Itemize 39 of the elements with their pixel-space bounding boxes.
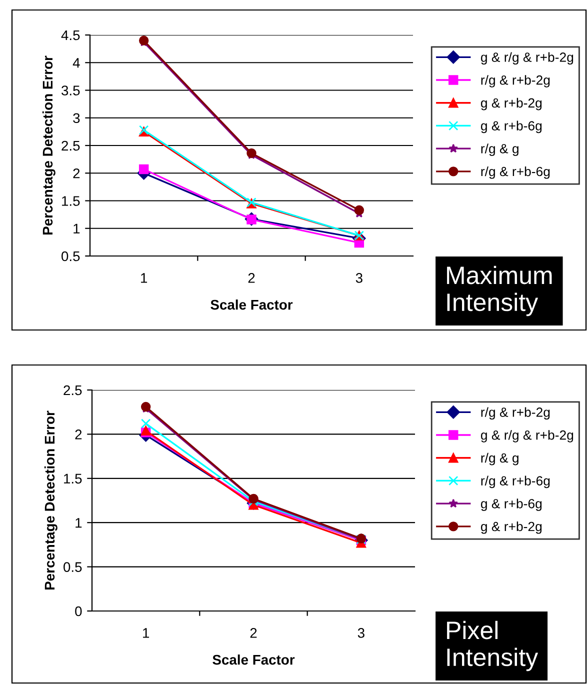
legend-label: r/g & r+b-6g [481, 476, 550, 488]
y-tick-label: 0.5 [64, 562, 82, 572]
y-tick-label: 1 [76, 518, 82, 528]
legend-label: g & r+b-6g [480, 120, 542, 134]
text: Maximum Intensity [447, 266, 552, 316]
y-tick-label: 2.5 [64, 385, 82, 396]
x-tick-label: 2 [250, 628, 257, 638]
y-tick-label: 0.5 [62, 251, 80, 262]
x-tick-label: 3 [358, 628, 364, 638]
y-tick-label: 3.5 [62, 86, 80, 96]
y-tick-label: 2 [75, 430, 82, 440]
y-tick-label: 2 [73, 168, 80, 178]
legend-label: r/g & r+b-2g [481, 407, 550, 420]
legend-label: g & r/g & r+b-2g [480, 52, 574, 65]
text: Pixel Intensity [447, 620, 538, 672]
legend-label: g & r+b-2g [480, 98, 542, 110]
legend-label: g & r+b-6g [480, 498, 542, 511]
y-tick-label: 0 [75, 606, 82, 616]
x-tick-label: 1 [141, 273, 148, 283]
y-tick-label: 1.5 [62, 196, 80, 206]
y-tick-label: 1 [74, 224, 80, 234]
y-tick-label: 3 [73, 113, 80, 124]
legend-label: g & r+b-2g [480, 521, 542, 534]
legend-label: g & r/g & r+b-2g [480, 430, 574, 442]
x-tick-label: 2 [248, 273, 255, 283]
y-tick-label: 4 [72, 58, 80, 68]
y-tick-label: 1.5 [64, 474, 82, 484]
y-tick-label: 4.5 [61, 30, 80, 40]
legend-label: r/g & g [481, 144, 518, 156]
legend-label: r/g & g [481, 452, 518, 466]
x-tick-label: 3 [356, 273, 362, 283]
x-axis-title: Scale Factor [212, 654, 295, 665]
y-axis-title: Percentage Detection Error [44, 410, 58, 590]
y-tick-label: 2.5 [62, 140, 80, 151]
legend-label: r/g & r+b-6g [481, 166, 550, 179]
legend-label: r/g & r+b-2g [481, 75, 550, 88]
y-axis-title: Percentage Detection Error [42, 56, 56, 234]
x-axis-title: Scale Factor [210, 300, 293, 310]
x-tick-label: 1 [143, 628, 150, 638]
